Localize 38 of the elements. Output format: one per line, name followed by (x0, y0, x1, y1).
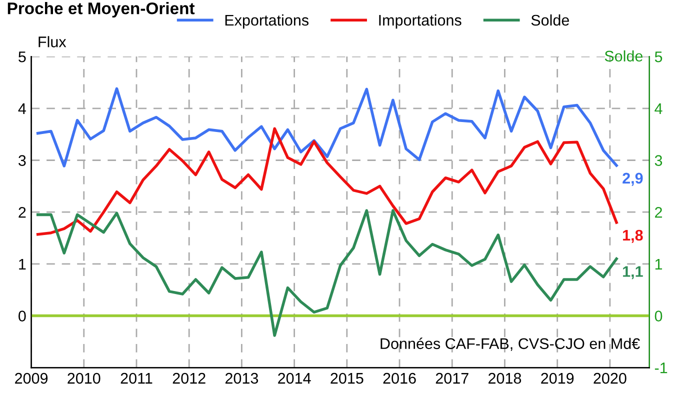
data-label: 2,9 (622, 172, 643, 186)
y-tick-label: 0 (18, 310, 26, 322)
x-tick-label: 2016 (383, 372, 416, 384)
y-tick-label: 4 (18, 103, 26, 114)
x-tick-label: 2017 (436, 372, 468, 384)
line-series (36, 209, 618, 337)
y2-tick-label: 3 (654, 155, 662, 166)
data-label: 1,8 (623, 230, 643, 243)
legend-label: Importations (379, 14, 462, 29)
y2-tick-label: 2 (655, 206, 662, 218)
y2-tick-label: -1 (654, 362, 668, 374)
x-tick-label: 2012 (172, 372, 206, 384)
x-tick-label: 2019 (541, 372, 574, 384)
x-tick-label: 2009 (15, 372, 48, 384)
x-tick-label: 2020 (594, 372, 626, 384)
y2-tick-label: 1 (655, 258, 662, 270)
y-axis-title: Flux (38, 36, 66, 48)
y-tick-label: 5 (18, 52, 26, 62)
line-series (36, 127, 618, 236)
y2-tick-label: 5 (654, 52, 662, 62)
x-tick-label: 2015 (330, 372, 364, 384)
annotation: Données CAF-FAB, CVS-CJO en Md€ (380, 338, 640, 351)
x-tick-label: 2011 (120, 372, 152, 384)
legend-label: Solde (531, 14, 570, 26)
y2-axis-title: Solde (604, 50, 643, 62)
x-tick-label: 2013 (225, 372, 258, 384)
y-tick-label: 3 (18, 155, 26, 166)
legend-label: Exportations (225, 14, 309, 29)
line-series (36, 87, 618, 168)
y2-tick-label: 4 (654, 103, 662, 114)
x-tick-label: 2010 (68, 372, 100, 384)
x-tick-label: 2018 (488, 372, 522, 384)
x-tick-label: 2014 (278, 372, 311, 384)
y-tick-label: 1 (19, 258, 26, 270)
data-label: 1,1 (623, 266, 643, 280)
y-tick-label: 2 (18, 206, 26, 218)
y2-tick-label: 0 (654, 310, 662, 322)
chart-title: Proche et Moyen-Orient (8, 2, 195, 18)
